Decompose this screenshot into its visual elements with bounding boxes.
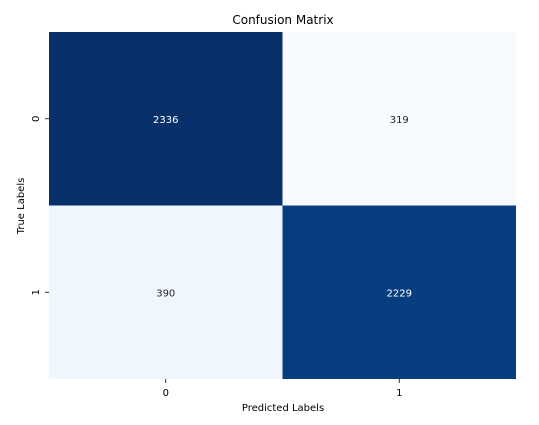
y-tick-label: 1 — [31, 289, 42, 295]
heatmap-cell-0-1 — [282, 32, 516, 206]
heatmap-cell-0-0 — [49, 32, 283, 206]
cell-value-label: 390 — [156, 288, 175, 299]
heatmap-cell-1-0 — [49, 205, 283, 379]
heatmap-cell-1-1 — [282, 205, 516, 379]
heatmap-cells: 2336 319 390 2229 — [49, 32, 516, 379]
x-tick-label: 0 — [163, 388, 169, 399]
x-tick-label: 1 — [396, 388, 402, 399]
chart-title: Confusion Matrix — [232, 13, 333, 27]
y-tick-label: 0 — [31, 116, 42, 122]
cell-value-label: 2229 — [387, 288, 412, 299]
x-axis-label: Predicted Labels — [242, 403, 324, 414]
y-axis-label: True Labels — [16, 178, 27, 236]
cell-value-label: 319 — [390, 115, 409, 126]
axis-ticks: 0 1 0 1 — [31, 116, 402, 399]
cell-value-label: 2336 — [153, 115, 178, 126]
